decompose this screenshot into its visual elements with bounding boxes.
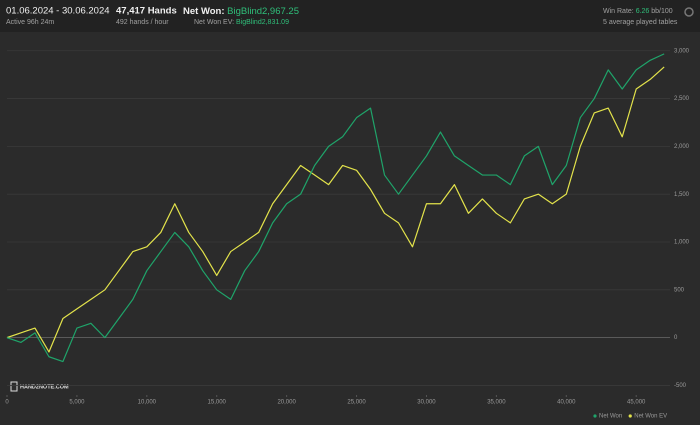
win-rate: Win Rate: 6.26 bb/100 [603, 8, 673, 15]
x-tick-label: 10,000 [138, 400, 157, 406]
tables: 5 average played tables [603, 19, 678, 26]
net-won-ev: Net Won EV: BigBlind2,831.09 [194, 19, 289, 26]
net-won: Net Won: BigBlind2,967.25 [183, 6, 299, 17]
y-tick-label: -500 [674, 383, 687, 389]
net-won-value: BigBlind2,967.25 [227, 6, 299, 17]
logo-icon [10, 381, 18, 392]
x-tick-label: 20,000 [277, 400, 296, 406]
y-tick-label: 500 [674, 287, 685, 293]
legend-marker [593, 414, 597, 418]
active-time: Active 96h 24m [6, 19, 54, 26]
x-tick-label: 45,000 [627, 400, 646, 406]
y-tick-label: 1,000 [674, 240, 690, 246]
date-range: 01.06.2024 - 30.06.2024 [6, 6, 110, 17]
y-tick-label: 3,000 [674, 48, 690, 54]
win-rate-label: Win Rate: [603, 8, 634, 15]
y-tick-label: 2,000 [674, 144, 690, 150]
net-won-label: Net Won: [183, 6, 225, 17]
header-bar [0, 0, 700, 32]
series-line [6, 66, 665, 353]
x-tick-label: 0 [5, 400, 9, 406]
series-line [6, 53, 665, 363]
logo: HAND2NOTE.COM [20, 384, 69, 390]
net-won-ev-value: BigBlind2,831.09 [236, 19, 289, 26]
hands-rate: 492 hands / hour [116, 19, 169, 26]
legend-label: Net Won EV [634, 414, 667, 420]
hands: 47,417 Hands [116, 6, 177, 17]
x-tick-label: 40,000 [557, 400, 576, 406]
legend: Net Won Net Won EV [593, 414, 667, 420]
win-rate-unit: bb/100 [651, 8, 673, 15]
x-tick-label: 5,000 [69, 400, 85, 406]
x-tick-label: 35,000 [487, 400, 506, 406]
x-tick-label: 25,000 [347, 400, 366, 406]
y-tick-label: 1,500 [674, 192, 690, 198]
x-tick-label: 15,000 [208, 400, 227, 406]
y-tick-label: 2,500 [674, 96, 690, 102]
legend-label: Net Won [599, 414, 622, 420]
y-tick-label: 0 [674, 335, 678, 341]
x-tick-label: 30,000 [417, 400, 436, 406]
legend-marker [628, 414, 632, 418]
win-rate-value: 6.26 [636, 8, 650, 15]
net-won-ev-label: Net Won EV: [194, 19, 234, 26]
settings-icon[interactable] [684, 7, 694, 17]
